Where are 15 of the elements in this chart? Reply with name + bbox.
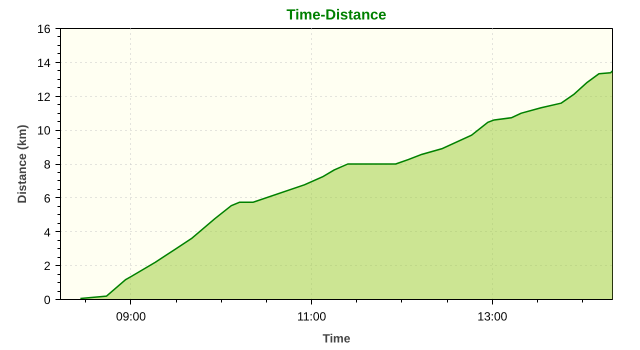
y-tick-label: 12 — [37, 90, 51, 104]
y-tick-label: 2 — [44, 259, 51, 274]
y-tick-label: 6 — [44, 191, 51, 206]
y-tick-label: 8 — [44, 158, 51, 172]
y-tick-label: 14 — [37, 56, 51, 70]
x-axis-title: Time — [322, 332, 351, 346]
y-tick-label: 0 — [44, 293, 51, 307]
x-tick-label: 11:00 — [297, 310, 327, 324]
x-tick-label: 09:00 — [116, 310, 146, 324]
y-axis-title: Distance (km) — [15, 124, 30, 204]
y-tick-label: 10 — [37, 124, 51, 138]
y-tick-label: 4 — [44, 225, 51, 240]
y-tick-label: 16 — [37, 22, 51, 36]
x-tick-label: 13:00 — [477, 310, 508, 324]
chart-title: Time-Distance — [286, 8, 386, 24]
